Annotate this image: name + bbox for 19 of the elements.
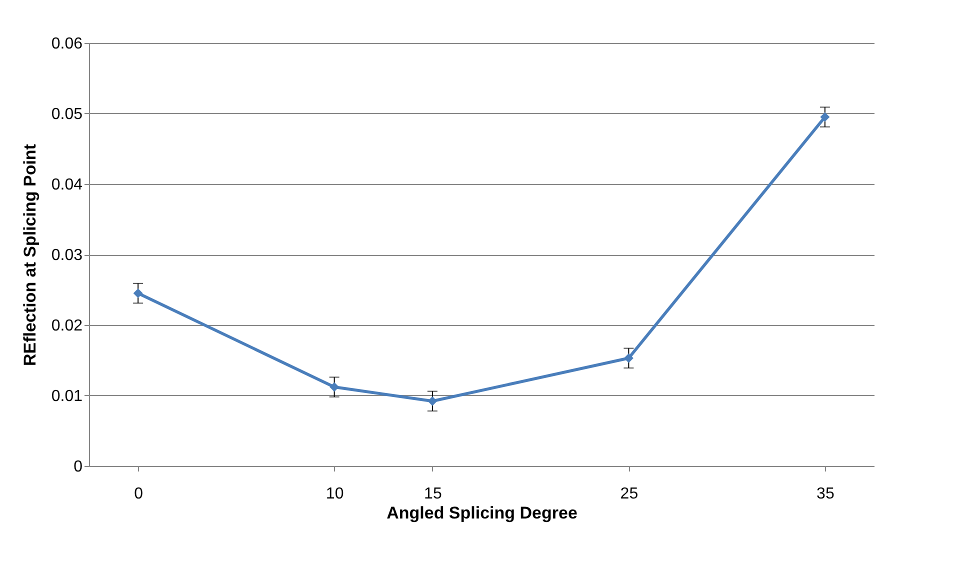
x-axis-title: Angled Splicing Degree [386,504,578,522]
x-tick-label: 10 [326,486,344,502]
point [820,112,830,122]
point [428,396,438,406]
y-tick-label: 0.04 [51,176,83,194]
point [330,382,340,392]
y-tick-label: 0.01 [51,388,83,405]
y-tick-label: 0.06 [51,36,83,52]
point [624,353,634,363]
x-tick-label: 25 [620,486,638,502]
point [133,288,143,298]
y-tick-label: 0.05 [51,106,83,123]
y-axis-title: REflection at Splicing Point [20,144,40,366]
x-tick-label: 15 [424,486,442,502]
x-tick-label: 35 [816,486,834,502]
y-tick-label: 0 [74,458,83,476]
y-tick-label: 0.03 [51,247,83,264]
y-tick-label: 0.02 [51,318,83,334]
x-tick-label: 0 [134,486,144,502]
